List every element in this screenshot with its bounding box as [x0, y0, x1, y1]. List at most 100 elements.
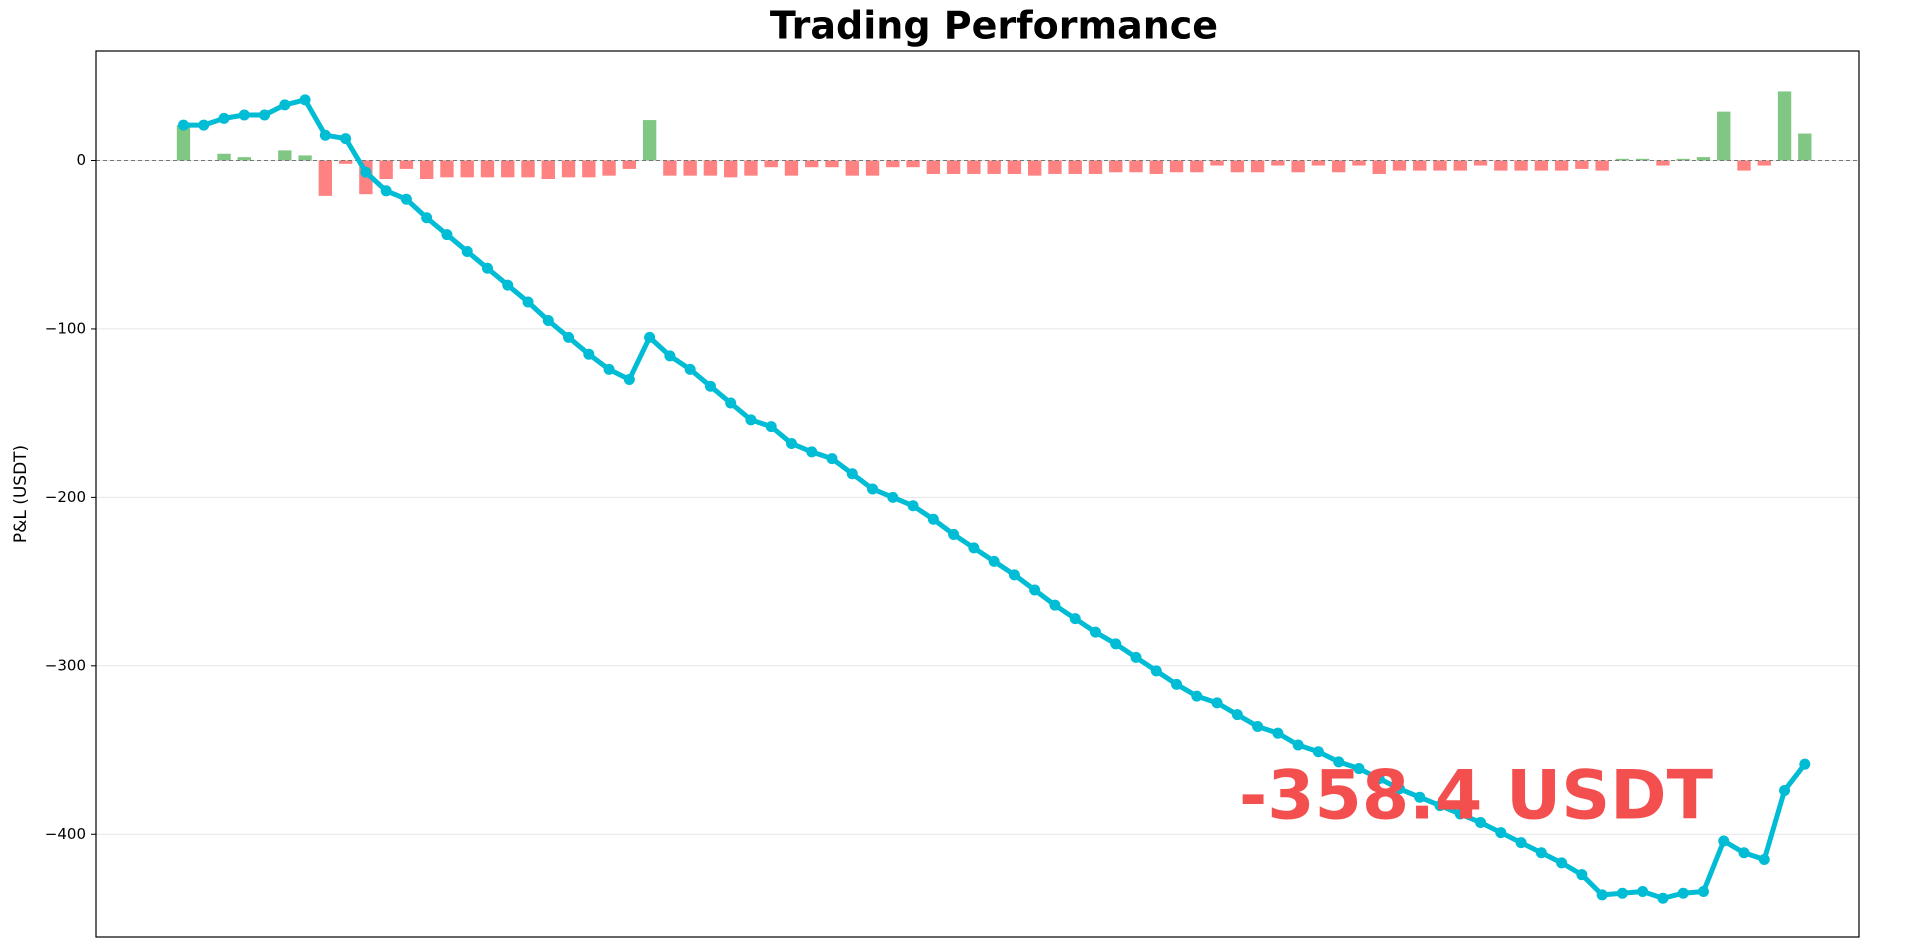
line-marker	[1252, 720, 1264, 732]
y-axis-label: P&L (USDT)	[11, 445, 31, 543]
bar	[683, 160, 697, 176]
line-marker	[1414, 791, 1426, 803]
line-marker	[1272, 727, 1284, 739]
line-marker	[1616, 887, 1628, 899]
bar	[865, 160, 880, 176]
line-marker	[1454, 808, 1466, 820]
line-marker	[1779, 784, 1791, 796]
bar	[1635, 158, 1650, 161]
bar	[460, 160, 474, 178]
bar	[176, 125, 191, 161]
line-marker	[360, 166, 372, 178]
line-marker	[522, 296, 534, 308]
bar	[602, 160, 616, 176]
bar	[764, 160, 778, 168]
bar	[1798, 133, 1812, 161]
line-marker	[1556, 857, 1568, 869]
bar	[318, 160, 333, 196]
line-marker	[461, 245, 473, 257]
line-marker	[259, 109, 271, 121]
bar	[886, 160, 900, 168]
bar	[1453, 160, 1467, 171]
bar	[1656, 160, 1670, 166]
line-marker	[826, 453, 838, 465]
line-marker	[623, 373, 635, 385]
y-tick-label: −200	[45, 488, 86, 506]
line-marker	[927, 513, 939, 525]
line-marker	[704, 380, 716, 392]
line-marker	[846, 468, 858, 480]
bar	[1048, 160, 1062, 174]
line-marker	[1657, 892, 1669, 904]
line-marker	[1231, 709, 1243, 721]
line-marker	[725, 397, 737, 409]
chart-title: Trading Performance	[770, 4, 1218, 48]
line-marker	[684, 363, 696, 375]
line-marker	[1029, 584, 1041, 596]
bar	[825, 160, 839, 168]
line-marker	[441, 229, 453, 241]
bar	[703, 160, 718, 176]
bar	[1777, 91, 1792, 161]
line-marker	[765, 421, 777, 433]
bar	[1413, 160, 1427, 171]
line-marker	[1677, 887, 1689, 899]
line-marker	[988, 555, 1000, 567]
bar	[744, 160, 758, 176]
bar	[622, 160, 637, 169]
bar	[1615, 158, 1630, 161]
annotation: -358.4 USDT	[1239, 757, 1714, 836]
bar	[1109, 160, 1123, 173]
bar	[1352, 160, 1366, 166]
bar	[967, 160, 981, 174]
bar	[1514, 160, 1528, 171]
bar	[1757, 160, 1771, 166]
bar	[561, 160, 576, 178]
line-marker	[1495, 827, 1507, 839]
line-marker	[279, 99, 291, 111]
bar	[1433, 160, 1447, 171]
line-marker	[1191, 690, 1203, 702]
line-marker	[1637, 886, 1649, 898]
bar	[480, 160, 495, 178]
bar	[1129, 160, 1143, 173]
line-marker	[1758, 854, 1770, 866]
bar	[1169, 160, 1184, 173]
bar	[926, 160, 941, 174]
bar	[440, 160, 454, 178]
line-marker	[1008, 569, 1020, 581]
line-marker	[1292, 739, 1304, 751]
line-marker	[1515, 837, 1527, 849]
bar	[1331, 160, 1346, 173]
line-marker	[177, 119, 189, 131]
line-marker	[1130, 651, 1142, 663]
bar	[582, 160, 596, 178]
bar	[419, 160, 434, 180]
bar	[784, 160, 799, 176]
line-marker	[1535, 847, 1547, 859]
bar	[1575, 160, 1589, 169]
bar	[1737, 160, 1751, 171]
line-marker	[1110, 638, 1122, 650]
bar	[1392, 160, 1407, 171]
line-marker	[583, 348, 595, 360]
bar	[1250, 160, 1265, 173]
line-marker	[1333, 756, 1345, 768]
bar	[541, 160, 555, 180]
bar	[278, 150, 292, 161]
bar	[217, 153, 231, 161]
line-marker	[1576, 869, 1588, 881]
line-marker	[1089, 626, 1101, 638]
line-marker	[1697, 886, 1709, 898]
line-marker	[664, 350, 676, 362]
line-marker	[1738, 847, 1750, 859]
line-marker	[1150, 665, 1162, 677]
y-tick-label: 0	[76, 151, 86, 169]
line-marker	[887, 491, 899, 503]
line-marker	[502, 279, 514, 291]
bar	[237, 157, 251, 161]
line-marker	[380, 185, 392, 197]
bar	[501, 160, 515, 178]
